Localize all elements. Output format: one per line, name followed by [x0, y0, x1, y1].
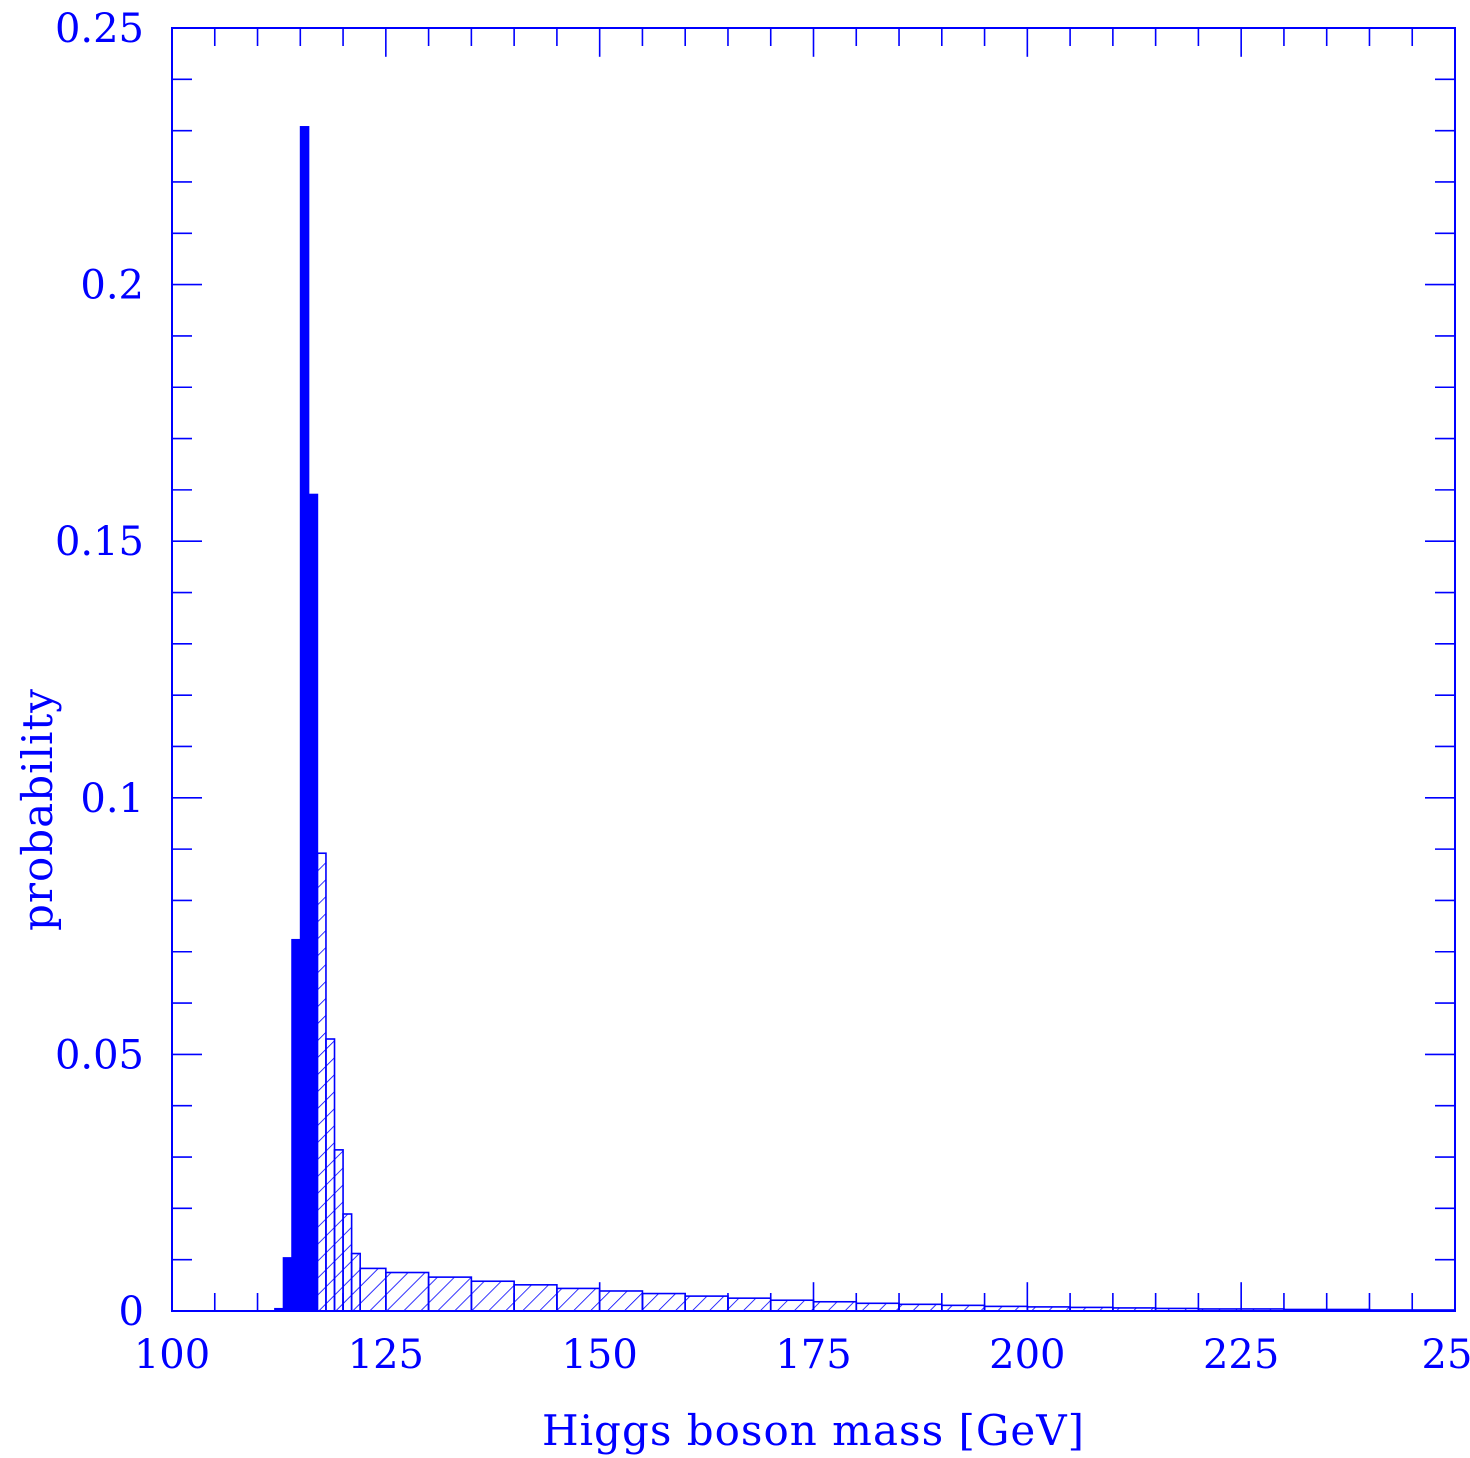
x-tick-label: 175: [775, 1332, 851, 1378]
hatched-bar-3: [333, 1149, 344, 1312]
x-tick-label: 200: [989, 1332, 1065, 1378]
solid-bar-2: [291, 938, 301, 1312]
hatched-series: [308, 493, 1456, 1312]
y-tick-label: 0.15: [55, 519, 144, 565]
y-tick-label: 0.2: [80, 263, 144, 309]
y-tick-label: 0.1: [80, 776, 144, 822]
tick-marks: [171, 27, 1456, 1312]
y-tick-label: 0.05: [55, 1032, 144, 1078]
x-tick-label: 225: [1203, 1332, 1279, 1378]
solid-series: [274, 126, 318, 1312]
x-axis-label: Higgs boson mass [GeV]: [542, 1406, 1085, 1455]
solid-bar-1: [282, 1257, 293, 1312]
x-tick-label: 150: [561, 1332, 637, 1378]
hatched-bar-10: [513, 1284, 558, 1312]
hatched-bar-5: [350, 1252, 361, 1312]
x-tick-label: 100: [134, 1332, 210, 1378]
hatched-bar-1: [316, 852, 327, 1312]
hatched-bar-2: [325, 1038, 336, 1312]
hatched-bar-18: [855, 1302, 900, 1312]
hatched-bar-12: [598, 1290, 644, 1312]
hatched-bar-13: [641, 1292, 687, 1312]
hatched-bar-14: [684, 1295, 729, 1312]
hatched-bar-8: [427, 1276, 473, 1312]
x-tick-label: 125: [348, 1332, 424, 1378]
hatched-bar-9: [470, 1280, 515, 1312]
hatched-bar-6: [359, 1267, 387, 1312]
hatched-bar-16: [769, 1299, 815, 1312]
hatched-bar-7: [385, 1271, 430, 1312]
plot-frame: [171, 27, 1456, 1312]
axes: [171, 27, 1456, 1312]
solid-bar-4: [308, 493, 318, 1312]
y-axis-label: probability: [13, 688, 62, 931]
hatched-bar-11: [556, 1287, 601, 1312]
hatched-bar-15: [727, 1297, 772, 1312]
hatched-bar-19: [898, 1303, 943, 1312]
hatched-bar-4: [342, 1213, 353, 1312]
y-tick-label: 0: [119, 1289, 144, 1335]
y-tick-label: 0.25: [55, 6, 144, 52]
hatched-bar-17: [812, 1300, 858, 1312]
x-tick-label: 25: [1422, 1332, 1470, 1378]
solid-bar-3: [299, 126, 310, 1312]
